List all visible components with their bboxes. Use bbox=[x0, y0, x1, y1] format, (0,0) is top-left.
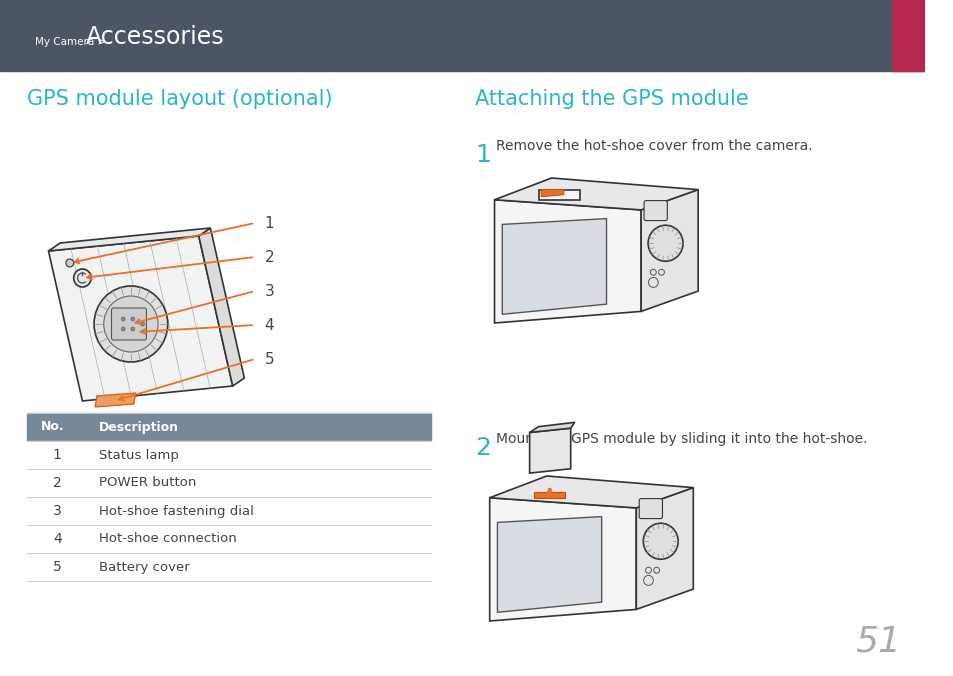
Polygon shape bbox=[529, 428, 570, 473]
Text: GPS module layout (optional): GPS module layout (optional) bbox=[27, 89, 333, 109]
Circle shape bbox=[658, 269, 663, 275]
Text: 4: 4 bbox=[52, 532, 62, 546]
Text: Remove the hot-shoe cover from the camera.: Remove the hot-shoe cover from the camer… bbox=[496, 139, 812, 153]
Bar bbox=[27, 469, 431, 497]
Text: 51: 51 bbox=[855, 624, 901, 658]
Bar bbox=[891, 0, 924, 71]
Text: Mount the GPS module by sliding it into the hot-shoe.: Mount the GPS module by sliding it into … bbox=[496, 432, 867, 446]
Circle shape bbox=[131, 327, 134, 331]
Text: My Camera >: My Camera > bbox=[35, 37, 110, 47]
Text: Attaching the GPS module: Attaching the GPS module bbox=[475, 89, 748, 109]
Polygon shape bbox=[95, 393, 135, 407]
Text: Battery cover: Battery cover bbox=[99, 560, 190, 573]
Bar bbox=[0, 0, 924, 71]
Circle shape bbox=[642, 523, 678, 559]
Text: 5: 5 bbox=[264, 352, 274, 366]
FancyBboxPatch shape bbox=[643, 201, 666, 220]
Text: No.: No. bbox=[41, 420, 64, 433]
Polygon shape bbox=[529, 422, 574, 433]
Polygon shape bbox=[494, 178, 698, 210]
Text: Hot-shoe fastening dial: Hot-shoe fastening dial bbox=[99, 504, 253, 518]
Polygon shape bbox=[636, 487, 693, 609]
Text: Description: Description bbox=[99, 420, 179, 433]
Circle shape bbox=[140, 322, 144, 326]
Circle shape bbox=[104, 296, 158, 352]
Text: 1: 1 bbox=[264, 216, 274, 231]
Polygon shape bbox=[640, 189, 698, 312]
Circle shape bbox=[648, 277, 658, 287]
Circle shape bbox=[645, 567, 651, 573]
Text: 2: 2 bbox=[52, 476, 62, 490]
Text: Hot-shoe connection: Hot-shoe connection bbox=[99, 533, 236, 546]
Bar bbox=[27, 413, 431, 441]
Polygon shape bbox=[49, 236, 233, 401]
FancyBboxPatch shape bbox=[112, 308, 146, 340]
Circle shape bbox=[66, 259, 73, 267]
Circle shape bbox=[131, 317, 134, 321]
Text: 5: 5 bbox=[52, 560, 62, 574]
Circle shape bbox=[73, 269, 91, 287]
Text: 1: 1 bbox=[475, 143, 491, 167]
Text: 2: 2 bbox=[264, 249, 274, 264]
Polygon shape bbox=[494, 199, 640, 323]
Circle shape bbox=[94, 286, 168, 362]
Bar bbox=[538, 189, 579, 199]
Text: 3: 3 bbox=[52, 504, 62, 518]
Circle shape bbox=[650, 269, 656, 275]
FancyBboxPatch shape bbox=[639, 499, 661, 518]
Bar bbox=[27, 553, 431, 581]
Text: 1: 1 bbox=[52, 448, 62, 462]
Bar bbox=[27, 497, 431, 525]
Circle shape bbox=[643, 575, 653, 585]
Text: 2: 2 bbox=[475, 436, 491, 460]
Bar bbox=[27, 525, 431, 553]
Polygon shape bbox=[489, 498, 636, 621]
Polygon shape bbox=[540, 189, 563, 197]
Circle shape bbox=[121, 317, 125, 321]
Circle shape bbox=[121, 327, 125, 331]
Polygon shape bbox=[501, 218, 606, 314]
Circle shape bbox=[653, 567, 659, 573]
Bar bbox=[27, 441, 431, 469]
Polygon shape bbox=[198, 228, 244, 386]
Polygon shape bbox=[489, 476, 693, 508]
Text: Accessories: Accessories bbox=[85, 25, 224, 49]
Text: 4: 4 bbox=[264, 318, 274, 333]
Bar bbox=[534, 492, 564, 498]
Polygon shape bbox=[497, 516, 601, 612]
Text: Status lamp: Status lamp bbox=[99, 448, 178, 462]
Circle shape bbox=[647, 225, 682, 261]
Text: 3: 3 bbox=[264, 283, 274, 299]
Polygon shape bbox=[49, 228, 211, 251]
Text: POWER button: POWER button bbox=[99, 477, 196, 489]
